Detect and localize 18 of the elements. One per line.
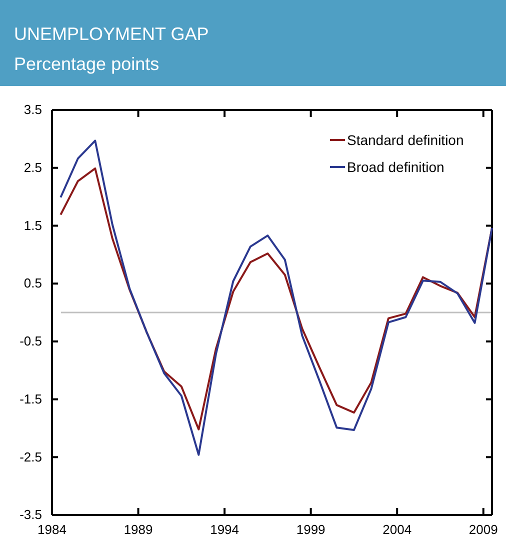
x-tick-label: 2009 — [468, 522, 498, 538]
y-tick-label: -3.5 — [20, 507, 42, 522]
chart-subtitle: Percentage points — [14, 54, 160, 74]
x-tick-label: 1994 — [210, 522, 240, 538]
y-tick-label: 0.5 — [24, 276, 42, 291]
y-tick-label: 2.5 — [24, 160, 42, 176]
x-tick-label: 1999 — [296, 522, 326, 538]
y-tick-label: -2.5 — [20, 449, 42, 464]
legend-label: Standard definition — [347, 132, 464, 148]
x-tick-label: 1984 — [38, 522, 66, 538]
y-tick-label: 3.5 — [24, 102, 42, 118]
x-tick-label: 1989 — [124, 522, 153, 538]
x-tick-label: 2004 — [382, 522, 412, 538]
legend-label: Broad definition — [347, 159, 444, 175]
chart-title: UNEMPLOYMENT GAP — [14, 24, 209, 44]
y-tick-label: -1.5 — [20, 391, 42, 406]
y-tick-label: 1.5 — [24, 218, 42, 233]
y-tick-label: -0.5 — [20, 334, 42, 349]
